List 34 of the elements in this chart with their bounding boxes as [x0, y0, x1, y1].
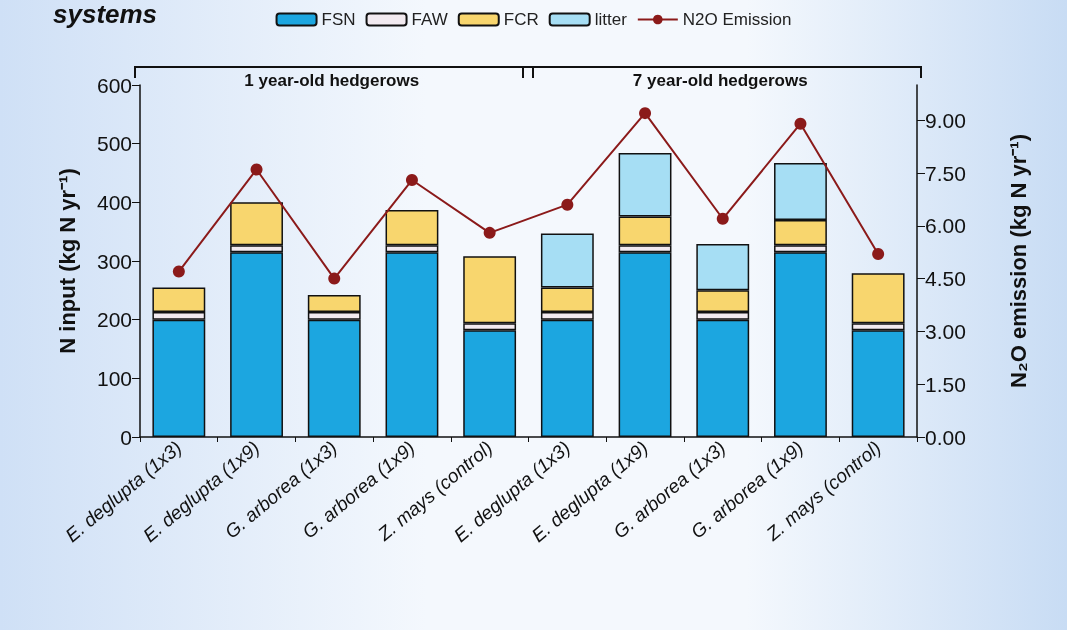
legend-label: litter [594, 10, 628, 29]
y2-tick-label: 0.00 [925, 425, 966, 449]
legend-label: N2O Emission [682, 10, 792, 29]
y-tick-label: 500 [96, 132, 132, 156]
y2-tick-label: 6.00 [925, 214, 966, 238]
y-tick-label: 200 [96, 308, 132, 332]
y2-tick-label: 9.00 [925, 108, 966, 132]
y-tick-label: 0 [120, 425, 132, 449]
point [639, 107, 652, 120]
legend-label: FAW [411, 10, 448, 29]
point [250, 163, 263, 176]
annotation: 1 year-old hedgerows [244, 71, 420, 91]
point [794, 117, 807, 130]
point [328, 272, 341, 285]
y2-tick-label: 4.50 [925, 267, 966, 291]
annotation: 7 year-old hedgerows [632, 71, 808, 91]
y2-tick-label: 1.50 [925, 372, 966, 396]
chart-title: systems [53, 0, 158, 29]
point [483, 226, 496, 239]
point [405, 174, 418, 187]
y-tick-label: 300 [96, 249, 132, 273]
legend-label: FCR [503, 10, 539, 29]
point [172, 265, 185, 278]
y2-axis-title: N₂O emission (kg N yr⁻¹) [1005, 134, 1031, 388]
point [716, 212, 729, 225]
y2-tick-label: 7.50 [925, 161, 966, 185]
point [561, 198, 574, 211]
y-tick-label: 600 [96, 73, 132, 97]
y-axis-title: N input (kg N yr⁻¹) [54, 168, 80, 354]
y-tick-label: 100 [96, 366, 132, 390]
y2-tick-label: 3.00 [925, 319, 966, 343]
point [872, 247, 885, 260]
legend-label: FSN [321, 10, 356, 29]
y-tick-label: 400 [96, 190, 132, 214]
